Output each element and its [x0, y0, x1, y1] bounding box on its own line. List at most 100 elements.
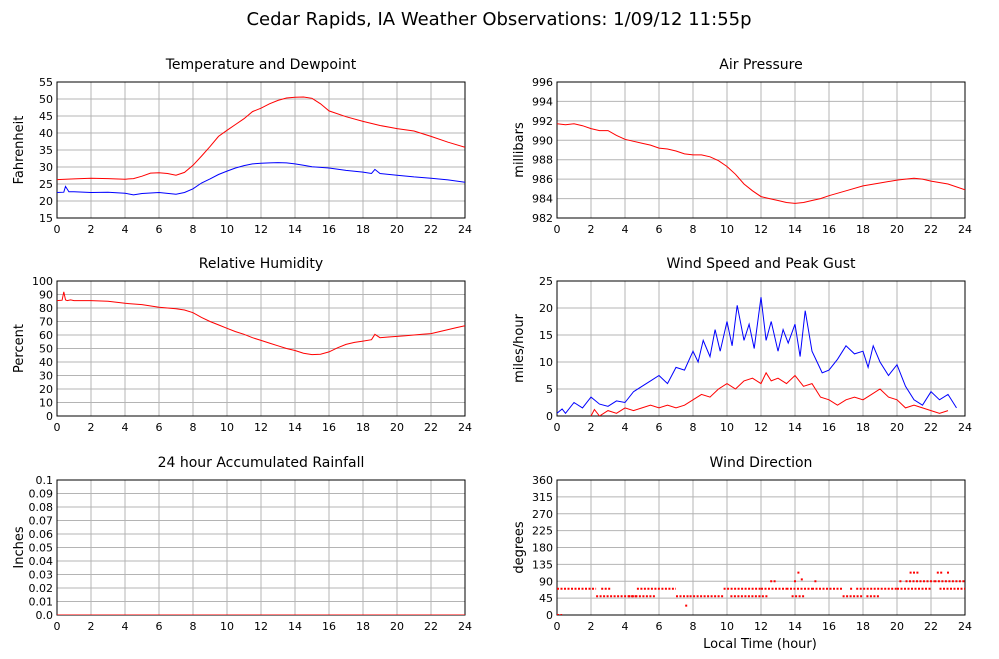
- x-tick-label: 22: [424, 421, 438, 434]
- x-tick-label: 22: [924, 620, 938, 633]
- chart-title: 24 hour Accumulated Rainfall: [158, 455, 365, 471]
- y-axis-label: millibars: [512, 122, 527, 178]
- y-tick-label: 80: [39, 302, 53, 315]
- y-axis-label: miles/hour: [512, 313, 527, 382]
- x-tick-label: 14: [788, 223, 802, 236]
- x-tick-label: 6: [156, 223, 163, 236]
- chart-title: Air Pressure: [719, 57, 802, 73]
- direction-point: [685, 604, 688, 607]
- x-tick-label: 20: [890, 223, 904, 236]
- y-axis-label: Percent: [12, 324, 27, 373]
- x-tick-label: 24: [458, 421, 472, 434]
- x-tick-label: 22: [424, 223, 438, 236]
- y-tick-label: 40: [39, 356, 53, 369]
- y-tick-label: 0.02: [29, 582, 54, 595]
- x-tick-label: 24: [458, 223, 472, 236]
- y-tick-label: 55: [39, 76, 53, 89]
- x-tick-label: 2: [588, 620, 595, 633]
- x-tick-label: 8: [690, 223, 697, 236]
- x-tick-label: 10: [720, 421, 734, 434]
- plot-frame: [556, 280, 966, 417]
- series-line-1: [57, 162, 465, 196]
- x-tick-label: 18: [856, 421, 870, 434]
- direction-point: [916, 571, 919, 574]
- x-tick-label: 4: [622, 620, 629, 633]
- y-tick-label: 15: [39, 212, 53, 225]
- y-tick-label: 0.06: [29, 528, 54, 541]
- chart-title: Temperature and Dewpoint: [165, 57, 357, 73]
- x-tick-label: 4: [122, 620, 129, 633]
- x-tick-label: 14: [288, 421, 302, 434]
- y-tick-label: 992: [532, 115, 553, 128]
- y-tick-label: 45: [539, 592, 553, 605]
- direction-point: [936, 571, 939, 574]
- y-tick-label: 45: [39, 110, 53, 123]
- x-tick-label: 24: [958, 620, 972, 633]
- x-tick-label: 2: [88, 421, 95, 434]
- x-tick-label: 8: [690, 421, 697, 434]
- x-tick-label: 12: [754, 223, 768, 236]
- y-tick-label: 20: [39, 383, 53, 396]
- x-tick-label: 8: [190, 620, 197, 633]
- x-tick-label: 18: [856, 223, 870, 236]
- x-tick-label: 8: [690, 620, 697, 633]
- x-tick-label: 20: [390, 421, 404, 434]
- chart-title: Wind Direction: [710, 455, 813, 471]
- x-tick-label: 22: [924, 421, 938, 434]
- series-group: [557, 123, 965, 204]
- y-tick-label: 360: [532, 474, 553, 487]
- x-tick-label: 18: [356, 421, 370, 434]
- plot-frame: [556, 479, 966, 616]
- y-tick-label: 70: [39, 316, 53, 329]
- y-tick-label: 30: [39, 161, 53, 174]
- page-title: Cedar Rapids, IA Weather Observations: 1…: [246, 9, 751, 30]
- x-tick-label: 18: [356, 620, 370, 633]
- x-axis-label: Local Time (hour): [703, 637, 817, 652]
- y-tick-label: 996: [532, 76, 553, 89]
- y-tick-label: 135: [532, 558, 553, 571]
- y-tick-label: 10: [539, 356, 553, 369]
- y-tick-label: 0: [546, 609, 553, 622]
- series-group: [557, 571, 965, 615]
- y-tick-label: 0.1: [36, 474, 54, 487]
- y-axis-label: Fahrenheit: [12, 116, 27, 185]
- series-group: [57, 96, 465, 196]
- y-tick-label: 994: [532, 95, 553, 108]
- y-tick-label: 0.08: [29, 501, 54, 514]
- direction-point: [909, 571, 912, 574]
- direction-point: [814, 580, 817, 583]
- x-tick-label: 12: [254, 421, 268, 434]
- y-tick-label: 986: [532, 173, 553, 186]
- x-tick-label: 20: [390, 620, 404, 633]
- direction-point: [947, 571, 949, 574]
- y-tick-label: 25: [539, 275, 553, 288]
- chart-title: Wind Speed and Peak Gust: [667, 256, 856, 272]
- x-tick-label: 10: [720, 620, 734, 633]
- y-tick-label: 60: [39, 329, 53, 342]
- x-tick-label: 10: [220, 223, 234, 236]
- x-tick-label: 16: [322, 620, 336, 633]
- y-tick-label: 984: [532, 193, 553, 206]
- x-tick-label: 12: [254, 223, 268, 236]
- x-tick-label: 0: [54, 421, 61, 434]
- y-tick-label: 25: [39, 178, 53, 191]
- x-tick-label: 24: [958, 223, 972, 236]
- y-tick-label: 0.09: [29, 488, 54, 501]
- y-tick-label: 0: [46, 410, 53, 423]
- y-tick-label: 0.07: [29, 515, 54, 528]
- y-tick-label: 225: [532, 525, 553, 538]
- x-tick-label: 4: [622, 223, 629, 236]
- y-axis-label: Inches: [12, 526, 27, 568]
- series-group: [557, 297, 957, 416]
- y-tick-label: 0.03: [29, 569, 54, 582]
- direction-point: [773, 580, 776, 583]
- x-tick-label: 6: [656, 620, 663, 633]
- chart-title: Relative Humidity: [199, 256, 323, 272]
- direction-point: [850, 587, 853, 590]
- x-tick-label: 2: [88, 620, 95, 633]
- x-tick-label: 20: [890, 421, 904, 434]
- x-tick-label: 24: [458, 620, 472, 633]
